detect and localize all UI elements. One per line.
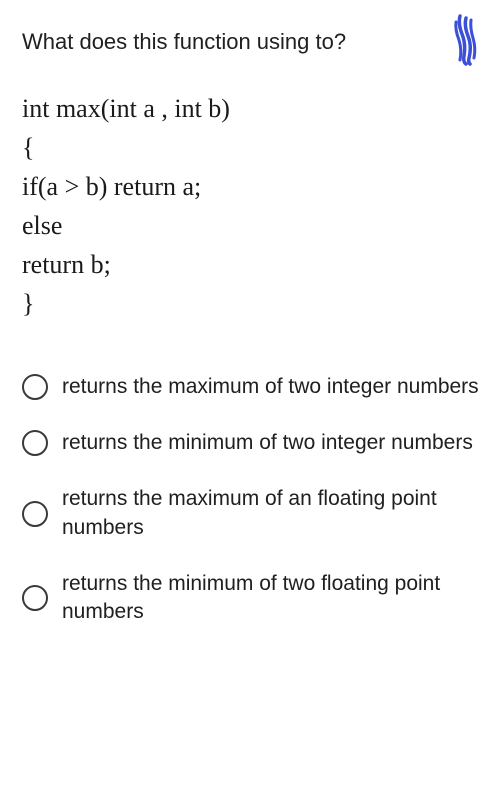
- option-label: returns the minimum of two integer numbe…: [62, 429, 473, 457]
- radio-icon[interactable]: [22, 585, 48, 611]
- option-label: returns the minimum of two floating poin…: [62, 570, 480, 627]
- code-line-4: else: [22, 206, 480, 245]
- code-line-3: if(a > b) return a;: [22, 167, 480, 206]
- option-label: returns the maximum of two integer numbe…: [62, 373, 479, 401]
- option-row[interactable]: returns the maximum of two integer numbe…: [22, 373, 480, 401]
- options-list: returns the maximum of two integer numbe…: [22, 373, 480, 627]
- pen-scribble-icon: [446, 14, 484, 66]
- option-row[interactable]: returns the maximum of an floating point…: [22, 485, 480, 542]
- option-row[interactable]: returns the minimum of two floating poin…: [22, 570, 480, 627]
- option-label: returns the maximum of an floating point…: [62, 485, 480, 542]
- code-line-6: }: [22, 284, 480, 323]
- option-row[interactable]: returns the minimum of two integer numbe…: [22, 429, 480, 457]
- code-line-1: int max(int a , int b): [22, 89, 480, 128]
- question-text: What does this function using to?: [22, 28, 480, 57]
- code-block: int max(int a , int b) { if(a > b) retur…: [22, 89, 480, 323]
- radio-icon[interactable]: [22, 501, 48, 527]
- code-line-2: {: [22, 128, 480, 167]
- radio-icon[interactable]: [22, 430, 48, 456]
- radio-icon[interactable]: [22, 374, 48, 400]
- code-line-5: return b;: [22, 245, 480, 284]
